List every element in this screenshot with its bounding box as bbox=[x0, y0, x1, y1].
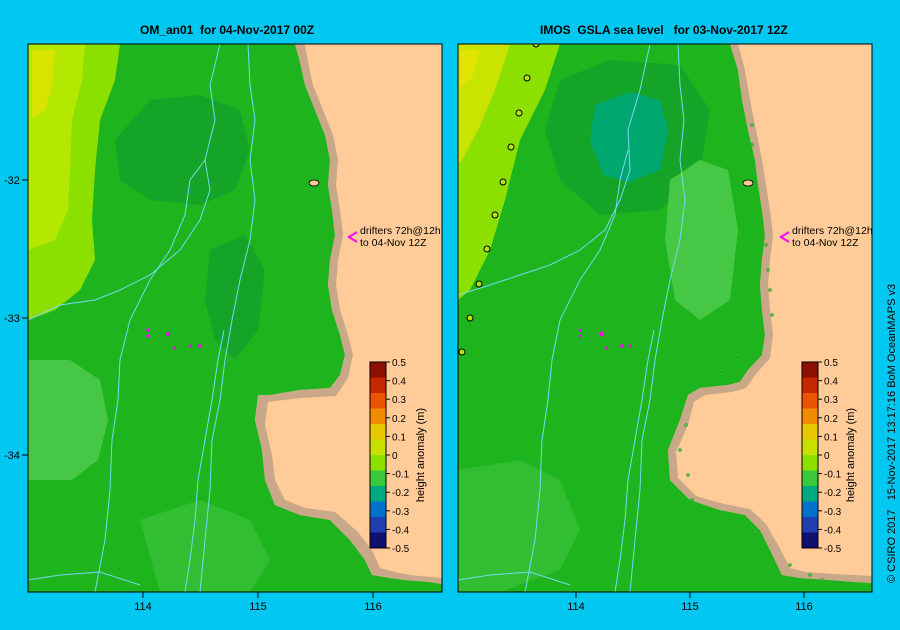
colorbar-segment bbox=[802, 424, 818, 440]
left-anomaly-bright-green-south bbox=[28, 360, 108, 480]
left-anomaly-dark-green-center bbox=[115, 95, 250, 205]
colorbar-segment bbox=[802, 486, 818, 502]
lon-tick-label: 115 bbox=[249, 601, 267, 613]
colorbar-tick-label: 0.1 bbox=[824, 432, 838, 443]
colorbar-segment bbox=[802, 408, 818, 425]
colorbar-segment bbox=[370, 377, 386, 394]
colorbar-tick-label: 0.3 bbox=[392, 395, 406, 406]
right-drifter-markers bbox=[578, 328, 632, 350]
colorbar-tick-label: -0.2 bbox=[824, 488, 842, 499]
right-colorbar-label: height anomaly (m) bbox=[845, 408, 857, 502]
colorbar-tick-label: 0.2 bbox=[392, 414, 406, 425]
colorbar-segment bbox=[802, 455, 818, 471]
lat-tick-label: -32 bbox=[4, 175, 20, 187]
lon-tick-label: 114 bbox=[567, 601, 585, 613]
left-drifter-arrow-icon bbox=[347, 231, 358, 243]
colorbar-tick-label: 0.4 bbox=[824, 377, 838, 388]
right-coastal-observations bbox=[678, 123, 824, 582]
left-colorbar-label: height anomaly (m) bbox=[415, 408, 427, 502]
right-annotation-line-2: to 04-Nov 12Z bbox=[792, 237, 859, 249]
colorbar-segment bbox=[370, 486, 386, 502]
lon-tick-label: 116 bbox=[364, 601, 382, 613]
right-colorbar: 0.5 0.4 0.3 0.2 0.1 0 -0.1 -0.2 -0.3 -0.4 -0.5 bbox=[801, 358, 842, 555]
colorbar-segment bbox=[370, 470, 386, 487]
colorbar-segment bbox=[802, 501, 818, 518]
colorbar-tick-label: 0.1 bbox=[392, 432, 406, 443]
copyright-credit: © CSIRO 2017 15-Nov-2017 13:17:16 BoM Oc… bbox=[886, 283, 898, 583]
colorbar-tick-label: -0.4 bbox=[392, 525, 410, 536]
colorbar-tick-label: -0.1 bbox=[824, 470, 842, 481]
lon-axis-labels-right: 114 115 116 bbox=[567, 601, 813, 613]
colorbar-segment bbox=[802, 439, 818, 456]
colorbar-segment bbox=[802, 362, 818, 378]
colorbar-segment bbox=[370, 517, 386, 533]
right-anomaly-yellow-strong bbox=[460, 50, 480, 88]
right-island bbox=[742, 179, 754, 187]
colorbar-segment bbox=[802, 470, 818, 487]
left-anomaly-dark-green-central-strip bbox=[205, 235, 265, 360]
left-annotation-line-1: drifters 72h@12h bbox=[360, 225, 441, 237]
right-panel-title: IMOS GSLA sea level for 03-Nov-2017 12Z bbox=[540, 23, 788, 37]
right-coast-strip bbox=[668, 44, 872, 583]
right-altimeter-track bbox=[458, 44, 540, 356]
lon-tick-label: 114 bbox=[134, 601, 152, 613]
lat-tick-label: -34 bbox=[4, 450, 20, 462]
colorbar-tick-label: -0.2 bbox=[392, 488, 410, 499]
colorbar-tick-label: 0.5 bbox=[392, 358, 406, 369]
colorbar-segment bbox=[370, 393, 386, 409]
colorbar-segment bbox=[370, 455, 386, 471]
colorbar-segment bbox=[370, 408, 386, 425]
right-annotation-line-1: drifters 72h@12h bbox=[792, 225, 873, 237]
left-anomaly-light-green-south bbox=[140, 500, 270, 592]
right-anomaly-light-green-east bbox=[665, 160, 738, 320]
left-panel-title: OM_an01 for 04-Nov-2017 00Z bbox=[140, 23, 315, 37]
colorbar-tick-label: 0.5 bbox=[824, 358, 838, 369]
colorbar-tick-label: 0.4 bbox=[392, 377, 406, 388]
right-drifter-arrow-icon bbox=[779, 231, 790, 243]
colorbar-tick-label: -0.5 bbox=[824, 544, 842, 555]
colorbar-segment bbox=[370, 362, 386, 378]
lat-tick-marks bbox=[22, 179, 28, 456]
left-island bbox=[308, 179, 320, 187]
colorbar-segment bbox=[370, 532, 386, 549]
colorbar-segment bbox=[802, 517, 818, 533]
colorbar-tick-label: 0 bbox=[824, 451, 830, 462]
left-drifter-markers bbox=[145, 328, 201, 350]
left-isobaths bbox=[28, 44, 256, 592]
right-anomaly-teal-center-overlay bbox=[590, 92, 668, 182]
right-map-frame bbox=[457, 43, 873, 593]
lon-tick-label: 115 bbox=[681, 601, 699, 613]
left-anomaly-yellow bbox=[32, 50, 55, 118]
lon-tick-marks bbox=[142, 592, 805, 598]
colorbar-segment bbox=[802, 377, 818, 394]
lat-tick-label: -33 bbox=[4, 313, 20, 325]
colorbar-segment bbox=[370, 424, 386, 440]
colorbar-tick-label: 0.2 bbox=[824, 414, 838, 425]
colorbar-tick-label: -0.4 bbox=[824, 525, 842, 536]
colorbar-tick-label: -0.1 bbox=[392, 470, 410, 481]
left-annotation-line-2: to 04-Nov 12Z bbox=[360, 237, 427, 249]
lon-axis-labels-left: 114 115 116 bbox=[134, 601, 382, 613]
colorbar-tick-label: -0.5 bbox=[392, 544, 410, 555]
colorbar-tick-label: 0 bbox=[392, 451, 398, 462]
colorbar-segment bbox=[802, 532, 818, 549]
lon-tick-label: 116 bbox=[795, 601, 813, 613]
colorbar-segment bbox=[802, 393, 818, 409]
colorbar-segment bbox=[370, 501, 386, 518]
right-isobaths bbox=[458, 44, 686, 592]
colorbar-tick-label: 0.3 bbox=[824, 395, 838, 406]
right-anomaly-light-green-south bbox=[458, 460, 580, 592]
lat-axis-labels: -32 -33 -34 bbox=[4, 175, 20, 462]
colorbar-segment bbox=[370, 439, 386, 456]
colorbar-tick-label: -0.3 bbox=[824, 507, 842, 518]
left-colorbar: 0.5 0.4 0.3 0.2 0.1 0 -0.1 -0.2 -0.3 -0.4 -0.5 bbox=[369, 358, 410, 555]
colorbar-tick-label: -0.3 bbox=[392, 507, 410, 518]
